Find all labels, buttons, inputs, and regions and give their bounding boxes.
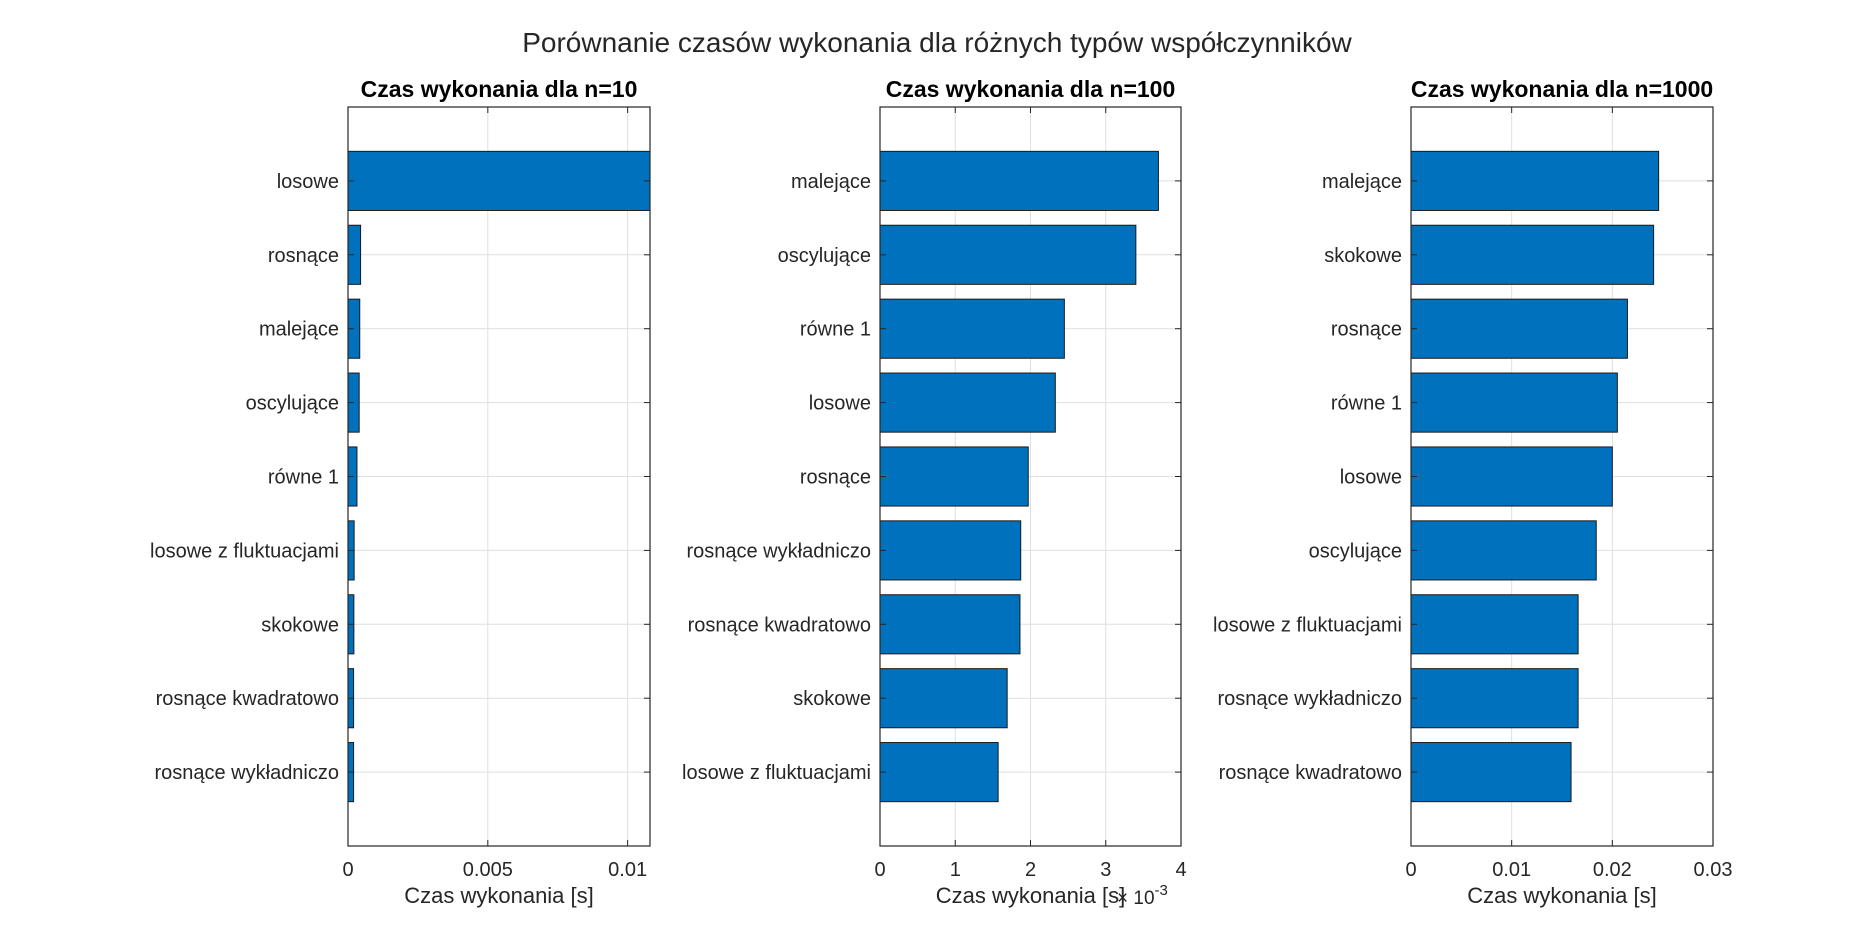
panel-title: Czas wykonania dla n=1000: [1411, 76, 1713, 102]
bar: [1410, 594, 1579, 655]
bar: [1410, 520, 1597, 581]
x-tick-label: 0.03: [1694, 859, 1733, 881]
category-label: skokowe: [1324, 245, 1402, 267]
bar: [1410, 224, 1655, 285]
category-label: rosnące: [800, 467, 871, 489]
category-label: skokowe: [261, 614, 339, 636]
category-label: równe 1: [800, 319, 871, 341]
category-label: rosnące kwadratowo: [156, 688, 339, 710]
category-label: oscylujące: [246, 393, 339, 415]
bar: [1410, 742, 1572, 803]
bar: [879, 298, 1065, 359]
category-label: oscylujące: [778, 245, 871, 267]
figure-title: Porównanie czasów wykonania dla różnych …: [522, 27, 1352, 58]
category-label: losowe: [1340, 467, 1402, 489]
category-label: oscylujące: [1309, 540, 1402, 562]
x-tick-label: 3: [1100, 859, 1111, 881]
category-label: losowe: [277, 171, 339, 193]
bar: [1410, 150, 1660, 211]
category-label: malejące: [791, 171, 871, 193]
x-tick-label: 0.02: [1593, 859, 1632, 881]
bar: [879, 372, 1056, 433]
x-tick-label: 0: [342, 859, 353, 881]
bar: [1410, 298, 1628, 359]
x-tick-label: 0.01: [1492, 859, 1531, 881]
panel-1: losowe rosnące malejące oscylujące równe 1 lo…: [150, 76, 651, 908]
category-label: rosnące kwadratowo: [688, 614, 871, 636]
category-label: rosnące wykładniczo: [154, 762, 339, 784]
x-axis-label: Czas wykonania [s]: [936, 883, 1126, 908]
bar: [347, 150, 651, 211]
panel-title: Czas wykonania dla n=100: [886, 76, 1176, 102]
x-axis-exponent: × 10-3: [1117, 882, 1168, 909]
x-tick-label: 0: [1405, 859, 1416, 881]
panel-3: malejące skokowe rosnące równe 1 losowe oscyl…: [1213, 76, 1732, 908]
category-label: rosnące kwadratowo: [1219, 762, 1402, 784]
category-label: losowe: [809, 393, 871, 415]
panel-2: malejące oscylujące równe 1 losowe rosnące ro…: [682, 76, 1187, 909]
x-tick-label: 2: [1025, 859, 1036, 881]
panel-title: Czas wykonania dla n=10: [361, 76, 638, 102]
category-label: malejące: [259, 319, 339, 341]
bar: [879, 520, 1022, 581]
x-tick-label: 4: [1175, 859, 1186, 881]
axes-frame: [347, 106, 651, 847]
x-tick-label: 0: [874, 859, 885, 881]
x-tick-label: 0.005: [463, 859, 513, 881]
bar: [879, 224, 1137, 285]
category-label: rosnące wykładniczo: [686, 540, 871, 562]
bar: [879, 150, 1159, 211]
bar: [1410, 446, 1613, 507]
axes-frame: [879, 106, 1182, 847]
category-label: rosnące: [268, 245, 339, 267]
bar: [1410, 668, 1579, 729]
category-label: losowe z fluktuacjami: [682, 762, 871, 784]
axes-frame: [1410, 106, 1714, 847]
x-tick-label: 1: [950, 859, 961, 881]
bar: [879, 594, 1021, 655]
bar: [879, 668, 1008, 729]
category-label: losowe z fluktuacjami: [150, 540, 339, 562]
bar: [879, 446, 1029, 507]
category-label: równe 1: [1331, 393, 1402, 415]
category-label: rosnące wykładniczo: [1217, 688, 1402, 710]
bar: [1410, 372, 1618, 433]
x-tick-label: 0.01: [608, 859, 647, 881]
x-axis-label: Czas wykonania [s]: [1467, 883, 1657, 908]
category-label: losowe z fluktuacjami: [1213, 614, 1402, 636]
bar: [879, 742, 999, 803]
category-label: rosnące: [1331, 319, 1402, 341]
category-label: skokowe: [793, 688, 871, 710]
x-axis-label: Czas wykonania [s]: [404, 883, 594, 908]
category-label: równe 1: [268, 467, 339, 489]
category-label: malejące: [1322, 171, 1402, 193]
